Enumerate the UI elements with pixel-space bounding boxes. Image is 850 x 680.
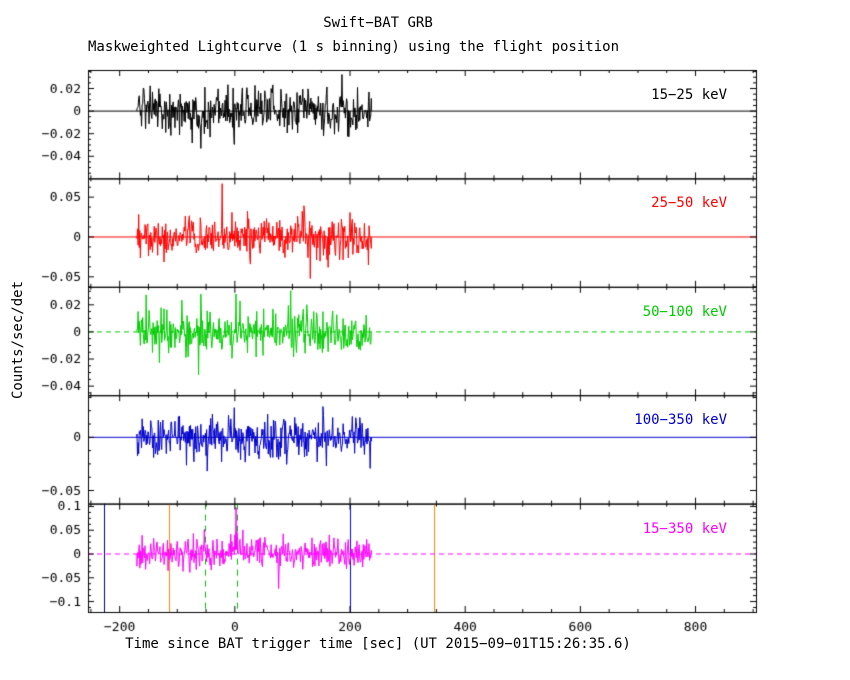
band-label: 15−25 keV (651, 87, 727, 103)
y-axis-label: Counts/sec/det (10, 280, 26, 400)
plot-subtitle: Maskweighted Lightcurve (1 s binning) us… (88, 39, 620, 55)
x-axis-label: Time since BAT trigger time [sec] (UT 20… (125, 636, 631, 652)
page-title: Swift−BAT GRB (323, 15, 433, 31)
band-label: 15−350 keV (642, 520, 727, 537)
band-label: 100−350 keV (634, 412, 727, 429)
band-label: 50−100 keV (642, 303, 727, 320)
band-label: 25−50 keV (651, 195, 727, 212)
